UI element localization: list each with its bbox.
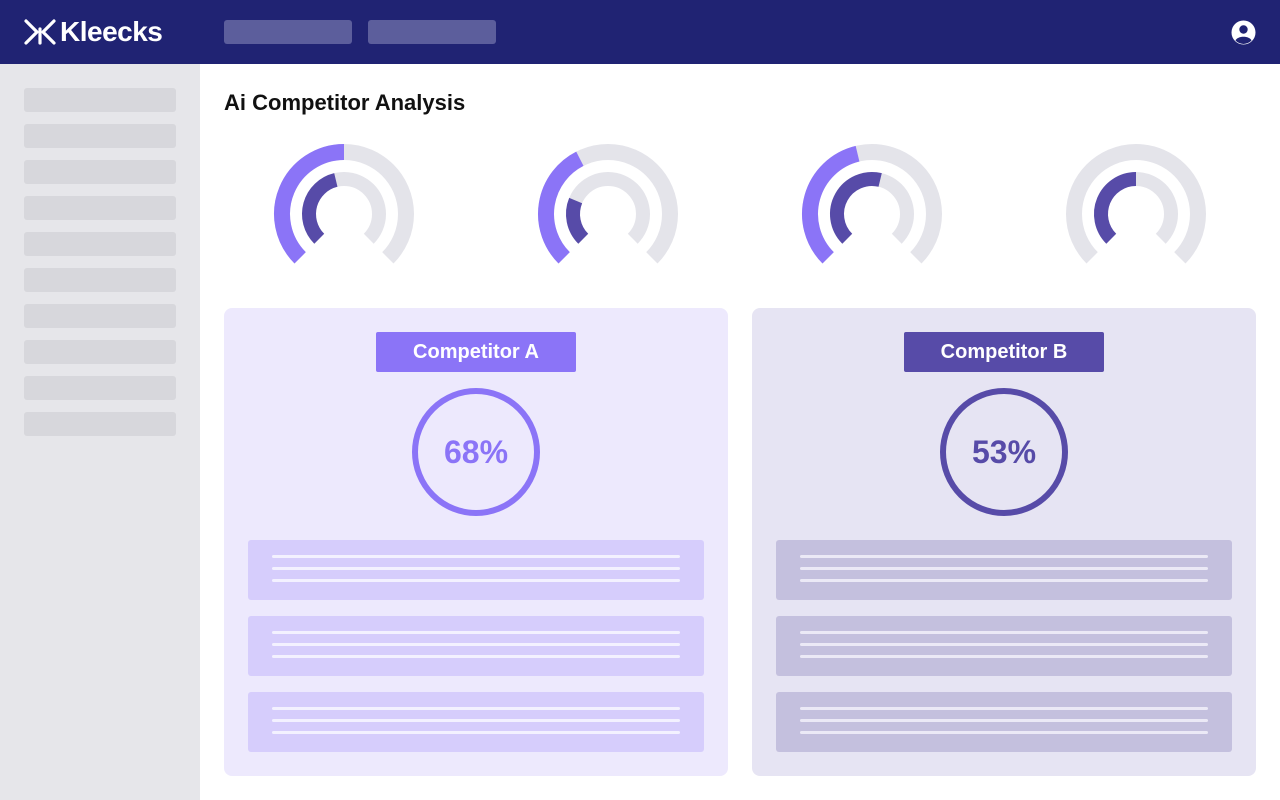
brand-name: Kleecks <box>60 16 163 47</box>
gauge-outer-fill <box>538 151 584 264</box>
text-line-placeholder <box>272 719 680 722</box>
text-line-placeholder <box>272 579 680 582</box>
text-line-placeholder <box>272 555 680 558</box>
competitor-b-card: Competitor B 53% <box>752 308 1256 776</box>
gauge-inner-fill <box>1094 172 1137 244</box>
nav-item-placeholder[interactable] <box>368 20 496 44</box>
top-bar: Kleecks <box>0 0 1280 64</box>
text-line-placeholder <box>800 707 1208 710</box>
competitor-b-label[interactable]: Competitor B <box>904 332 1104 372</box>
gauge-outer-track <box>1066 144 1206 264</box>
text-line-placeholder <box>800 631 1208 634</box>
sidebar-item-placeholder[interactable] <box>24 196 176 220</box>
user-circle-icon[interactable] <box>1231 20 1256 45</box>
competitor-a-card: Competitor A 68% <box>224 308 728 776</box>
brand-logo[interactable]: Kleecks <box>24 16 163 48</box>
list-item[interactable] <box>776 692 1232 752</box>
sidebar-item-placeholder[interactable] <box>24 124 176 148</box>
gauge-3 <box>802 144 942 264</box>
text-line-placeholder <box>800 655 1208 658</box>
gauge-2 <box>538 144 678 264</box>
text-line-placeholder <box>272 567 680 570</box>
text-line-placeholder <box>272 643 680 646</box>
text-line-placeholder <box>272 631 680 634</box>
sidebar-item-placeholder[interactable] <box>24 268 176 292</box>
sidebar-item-placeholder[interactable] <box>24 232 176 256</box>
sidebar <box>0 64 200 800</box>
sidebar-item-placeholder[interactable] <box>24 412 176 436</box>
competitor-a-label[interactable]: Competitor A <box>376 332 576 372</box>
text-line-placeholder <box>800 731 1208 734</box>
gauge-4 <box>1066 144 1206 264</box>
sidebar-item-placeholder[interactable] <box>24 304 176 328</box>
text-line-placeholder <box>800 567 1208 570</box>
list-item[interactable] <box>248 540 704 600</box>
list-item[interactable] <box>776 616 1232 676</box>
text-line-placeholder <box>272 707 680 710</box>
sidebar-item-placeholder[interactable] <box>24 376 176 400</box>
gauge-inner-fill <box>302 173 338 244</box>
competitor-a-score: 68% <box>412 388 540 516</box>
gauge-outer-fill <box>802 145 860 264</box>
list-item[interactable] <box>776 540 1232 600</box>
list-item[interactable] <box>248 692 704 752</box>
text-line-placeholder <box>272 731 680 734</box>
gauge-inner-fill <box>830 172 882 244</box>
nav-item-placeholder[interactable] <box>224 20 352 44</box>
sidebar-item-placeholder[interactable] <box>24 340 176 364</box>
sidebar-item-placeholder[interactable] <box>24 88 176 112</box>
text-line-placeholder <box>800 555 1208 558</box>
gauge-inner-fill <box>566 197 589 244</box>
gauge-1 <box>274 144 414 264</box>
page-title: Ai Competitor Analysis <box>224 90 466 115</box>
text-line-placeholder <box>272 655 680 658</box>
text-line-placeholder <box>800 719 1208 722</box>
kleecks-x-logo-icon <box>24 19 56 45</box>
text-line-placeholder <box>800 579 1208 582</box>
list-item[interactable] <box>248 616 704 676</box>
gauge-outer-fill <box>274 144 345 264</box>
text-line-placeholder <box>800 643 1208 646</box>
competitor-b-score: 53% <box>940 388 1068 516</box>
sidebar-item-placeholder[interactable] <box>24 160 176 184</box>
